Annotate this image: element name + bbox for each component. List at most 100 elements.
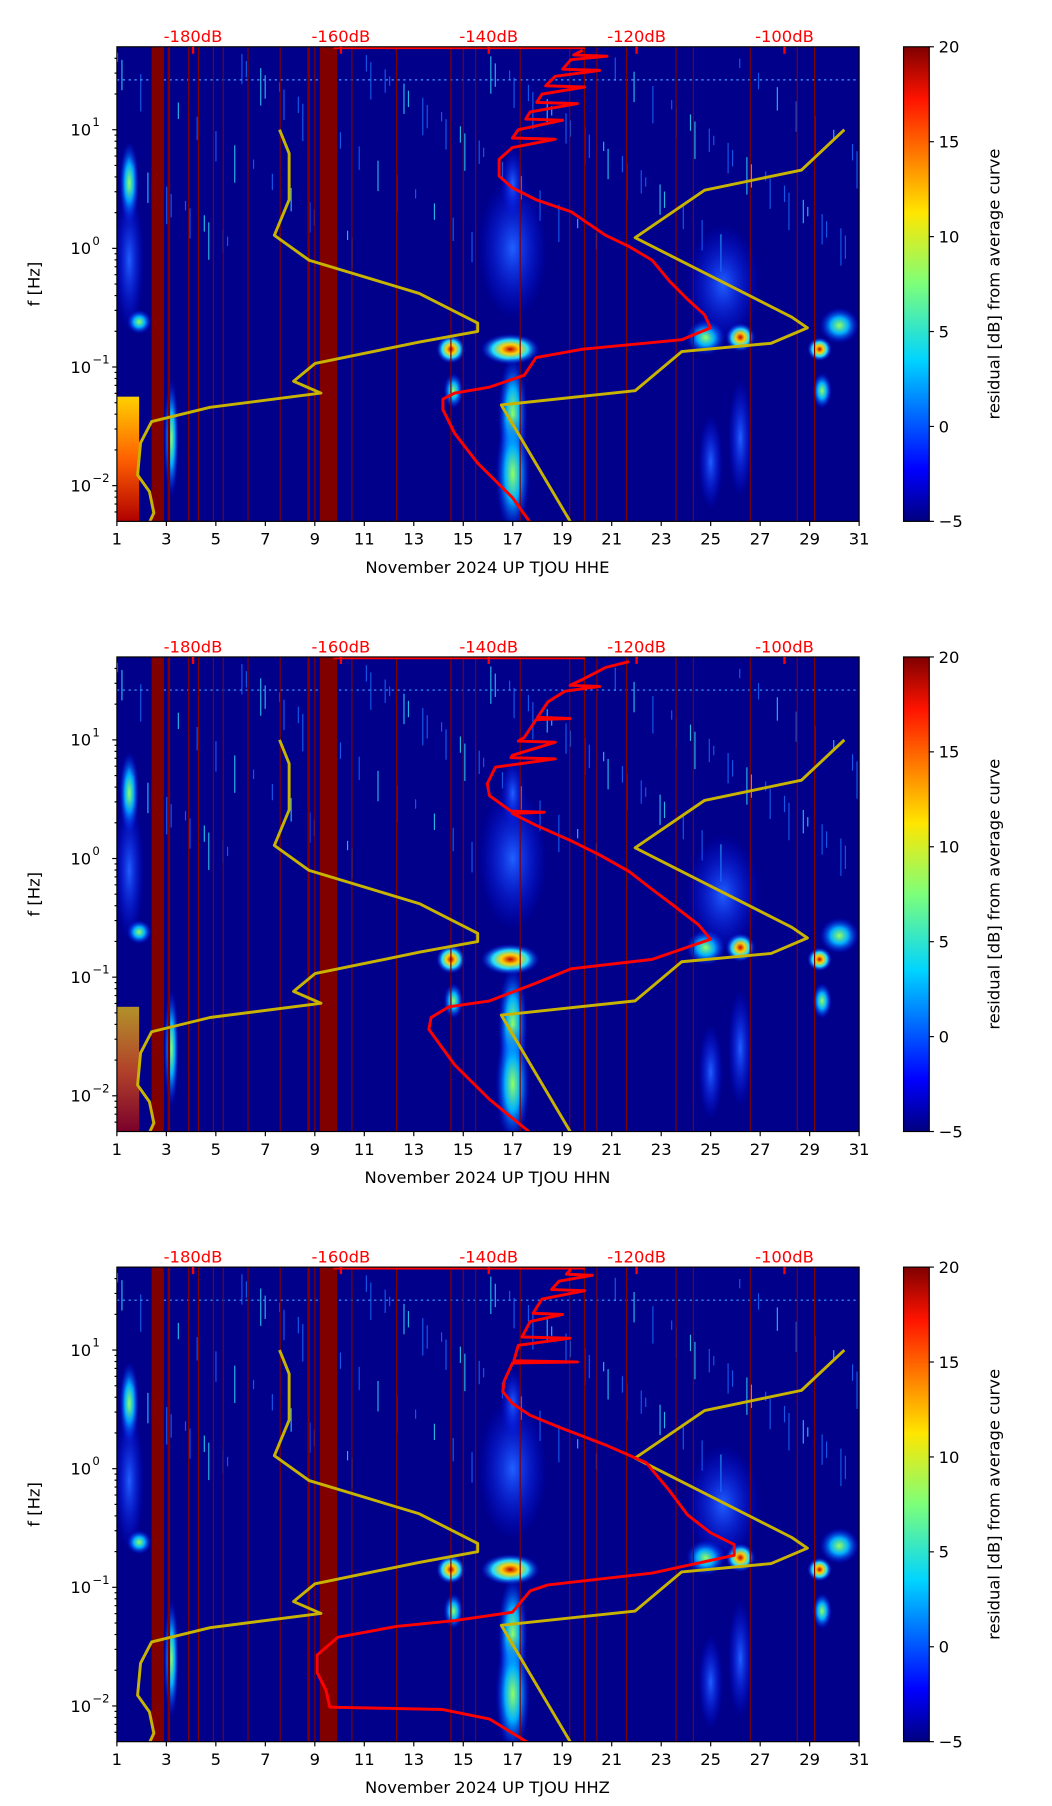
gap-band	[167, 1267, 171, 1742]
noise-streak	[346, 1451, 349, 1461]
noise-streak	[588, 744, 590, 769]
noise-streak	[856, 761, 858, 799]
noise-streak	[426, 715, 428, 739]
noise-streak	[426, 1325, 428, 1349]
noise-streak	[856, 151, 858, 189]
noise-streak	[358, 1366, 360, 1391]
noise-streak	[271, 1394, 273, 1411]
noise-streak	[569, 1340, 572, 1358]
x-tick-label: 15	[453, 1750, 474, 1769]
energy-blob	[728, 378, 753, 498]
noise-streak	[802, 1420, 804, 1444]
colorbar-tick-label: 5	[939, 1543, 949, 1562]
db-tick-label: -120dB	[607, 1247, 666, 1266]
noise-streak	[260, 678, 262, 716]
noise-streak	[607, 148, 609, 180]
db-tick-label: -160dB	[312, 637, 371, 656]
noise-streak	[851, 754, 854, 771]
noise-streak	[645, 177, 647, 187]
noise-streak	[490, 56, 492, 94]
colorbar-tick-label: 20	[939, 648, 960, 667]
energy-blob	[126, 1530, 152, 1555]
colorbar-tick-label: 20	[939, 38, 960, 57]
noise-streak	[645, 1397, 647, 1407]
noise-streak	[445, 1339, 447, 1370]
noise-streak	[663, 191, 666, 208]
noise-streak	[788, 1413, 790, 1451]
x-tick-label: 1	[112, 530, 122, 549]
noise-streak	[264, 75, 266, 99]
noise-streak	[196, 116, 198, 141]
noise-streak	[851, 1364, 854, 1381]
noise-streak	[652, 1306, 654, 1344]
colorbar-tick-label: 0	[939, 1027, 949, 1046]
energy-blob	[698, 1024, 723, 1120]
energy-blob	[495, 1634, 530, 1742]
noise-streak	[607, 1369, 609, 1400]
noise-streak	[302, 713, 304, 752]
x-tick-label: 15	[453, 1140, 474, 1159]
noise-streak	[565, 113, 567, 144]
average-curve	[441, 48, 712, 522]
noise-streak	[731, 760, 734, 777]
noise-streak	[203, 215, 205, 232]
noise-streak	[671, 1320, 673, 1330]
noise-streak	[727, 753, 729, 784]
noise-streak	[121, 1280, 123, 1311]
noise-streak	[226, 1456, 229, 1467]
noise-streak	[433, 203, 435, 220]
x-tick-label: 23	[651, 1140, 672, 1159]
noise-streak	[825, 221, 828, 238]
y-tick-exponent: −1	[92, 352, 109, 366]
noise-streak	[215, 1351, 217, 1382]
noise-streak	[490, 666, 492, 704]
energy-blob	[163, 1599, 179, 1718]
noise-streak	[189, 208, 191, 239]
db-tick-label: -180dB	[164, 27, 223, 46]
noise-streak	[802, 809, 804, 834]
noise-streak	[565, 1333, 567, 1364]
y-tick-label: 10	[70, 849, 91, 868]
noise-streak	[603, 1362, 605, 1372]
noise-streak	[339, 1352, 341, 1369]
y-axis-label: f [Hz]	[25, 262, 44, 307]
noise-streak	[415, 1409, 417, 1419]
noise-streak	[527, 1305, 530, 1322]
noise-streak	[471, 231, 473, 263]
colorbar-tick-label: 15	[939, 1353, 960, 1372]
noise-streak	[494, 63, 496, 87]
noise-streak	[290, 798, 292, 822]
noise-streak	[494, 673, 496, 697]
energy-blob	[443, 983, 464, 1019]
x-tick-label: 31	[849, 530, 870, 549]
noise-streak	[426, 104, 428, 129]
noise-streak	[147, 1392, 149, 1424]
noise-streak	[422, 97, 424, 136]
noise-streak	[290, 187, 292, 212]
colorbar-tick-label: 15	[939, 133, 960, 152]
energy-blob	[819, 1527, 859, 1564]
noise-streak	[640, 170, 642, 194]
spectrogram	[116, 1267, 860, 1742]
noise-streak	[731, 150, 734, 167]
noise-streak	[377, 1381, 379, 1412]
noise-streak	[513, 77, 515, 109]
noise-streak	[234, 145, 236, 183]
colorbar-label: residual [dB] from average curve	[984, 149, 1003, 420]
x-tick-label: 3	[161, 530, 171, 549]
noise-streak	[750, 1384, 752, 1408]
x-axis-label: November 2024 UP TJOU HHZ	[365, 1778, 610, 1797]
x-tick-label: 29	[799, 1140, 820, 1159]
noise-streak	[776, 87, 778, 111]
db-tick-label: -140dB	[459, 1247, 518, 1266]
noise-streak	[346, 840, 349, 851]
y-tick-label: 10	[70, 476, 91, 495]
noise-streak	[633, 1292, 635, 1323]
energy-blob	[698, 414, 723, 510]
x-tick-label: 19	[552, 530, 573, 549]
noise-streak	[177, 1322, 179, 1340]
noise-streak	[245, 1281, 247, 1298]
noise-streak	[260, 68, 262, 106]
energy-blob	[163, 989, 179, 1108]
